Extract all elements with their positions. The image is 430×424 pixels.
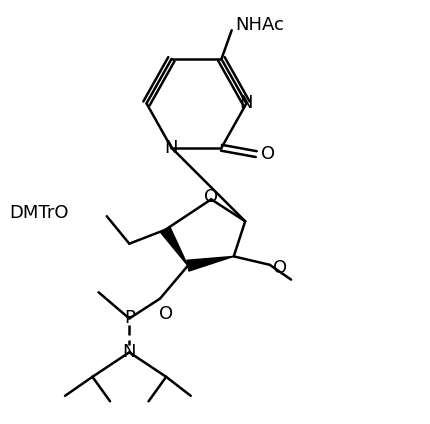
Text: DMTrO: DMTrO <box>9 204 69 222</box>
Text: N: N <box>239 95 252 112</box>
Text: N: N <box>122 343 136 361</box>
Polygon shape <box>160 227 187 266</box>
Text: P: P <box>123 310 135 327</box>
Text: N: N <box>164 139 178 157</box>
Text: NHAc: NHAc <box>234 16 283 34</box>
Text: O: O <box>272 259 286 277</box>
Text: O: O <box>260 145 274 163</box>
Text: O: O <box>204 188 218 206</box>
Polygon shape <box>187 257 233 271</box>
Text: O: O <box>159 305 173 323</box>
